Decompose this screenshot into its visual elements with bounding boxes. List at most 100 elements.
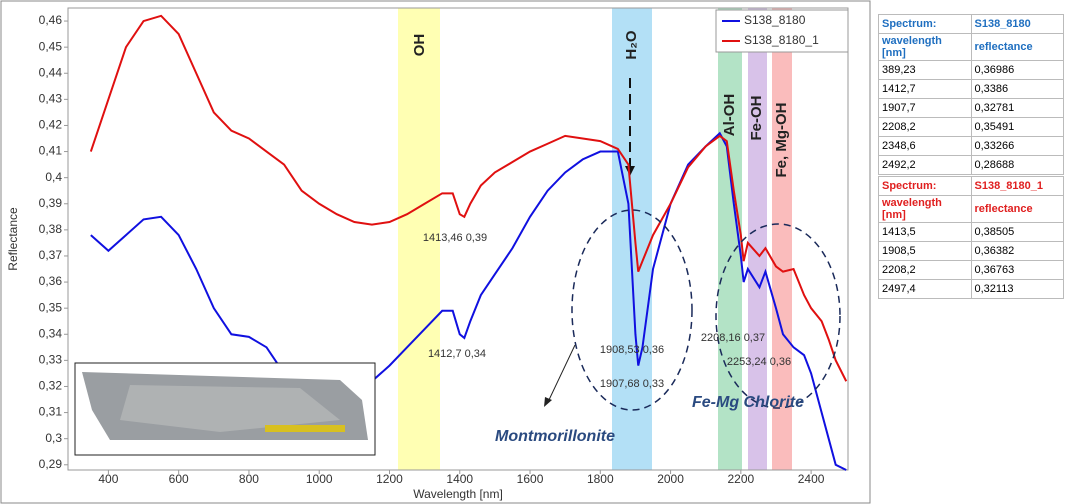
table-row: 2208,2 0,36763 bbox=[878, 260, 1064, 280]
rock-photo bbox=[120, 385, 340, 432]
table-cell: Spectrum: bbox=[878, 176, 972, 196]
table-cell: wavelength [nm] bbox=[878, 195, 972, 223]
table-row: 389,23 0,36986 bbox=[878, 60, 1064, 80]
x-tick-label: 1400 bbox=[446, 472, 473, 486]
y-tick-label: 0,39 bbox=[39, 196, 63, 210]
band-label: H₂O bbox=[623, 30, 640, 59]
y-tick-label: 0,43 bbox=[39, 92, 63, 106]
table-cell: 2497,4 bbox=[878, 279, 972, 299]
y-axis-title: Reflectance bbox=[6, 207, 20, 271]
table-cell: 0,3386 bbox=[970, 79, 1064, 99]
table-row: 1413,5 0,38505 bbox=[878, 222, 1064, 242]
table-row: 2348,6 0,33266 bbox=[878, 136, 1064, 156]
point-label: 1907,68 0,33 bbox=[600, 378, 664, 390]
band-label: OH bbox=[411, 34, 428, 57]
legend-label: S138_8180 bbox=[744, 13, 806, 27]
point-label: 1908,53 0,36 bbox=[600, 344, 664, 356]
table-cell: 0,33266 bbox=[970, 136, 1064, 156]
arrow-head bbox=[625, 166, 635, 176]
y-tick-label: 0,38 bbox=[39, 222, 63, 236]
table-row: wavelength [nm] reflectance bbox=[878, 33, 1064, 61]
table-cell: 0,28688 bbox=[970, 155, 1064, 175]
table-row: 1908,5 0,36382 bbox=[878, 241, 1064, 261]
x-tick-label: 2400 bbox=[798, 472, 825, 486]
table-cell: 0,35491 bbox=[970, 117, 1064, 137]
legend-box bbox=[715, 9, 849, 53]
y-tick-label: 0,29 bbox=[39, 457, 63, 471]
table-row: 1412,7 0,3386 bbox=[878, 79, 1064, 99]
table-cell: 0,38505 bbox=[970, 222, 1064, 242]
table-cell: 0,36986 bbox=[970, 60, 1064, 80]
point-label: 2208,16 0,37 bbox=[701, 332, 765, 344]
y-tick-label: 0,45 bbox=[39, 39, 63, 53]
y-tick-label: 0,3 bbox=[45, 431, 62, 445]
dashed-ellipse bbox=[571, 209, 693, 411]
table-cell: Spectrum: bbox=[878, 14, 972, 34]
y-tick-label: 0,4 bbox=[45, 170, 62, 184]
x-tick-label: 600 bbox=[169, 472, 189, 486]
pointer-head bbox=[544, 397, 552, 407]
chart: OH H₂O Al-OH Fe-OH Fe, Mg-OH 0,29 0,3 0,31… bbox=[0, 0, 871, 504]
axes: 0,29 0,3 0,31 0,32 0,33 0,34 0,35 0,36 0,37 0,38 0… bbox=[39, 7, 849, 486]
band-label: Al-OH bbox=[721, 94, 738, 137]
y-tick-label: 0,36 bbox=[39, 274, 63, 288]
table-cell: 0,32781 bbox=[970, 98, 1064, 118]
point-label: 1412,7 0,34 bbox=[428, 348, 486, 360]
table-row: 2492,2 0,28688 bbox=[878, 155, 1064, 175]
table-cell: 0,32113 bbox=[970, 279, 1064, 299]
band bbox=[612, 8, 652, 470]
table-cell: 389,23 bbox=[878, 60, 972, 80]
table-row: 2497,4 0,32113 bbox=[878, 279, 1064, 299]
legend-label: S138_8180_1 bbox=[744, 33, 819, 47]
lines bbox=[89, 14, 848, 471]
y-tick-label: 0,41 bbox=[39, 144, 63, 158]
point-label: 1413,46 0,39 bbox=[423, 232, 487, 244]
band-layer bbox=[398, 8, 792, 470]
table-cell: 0,36382 bbox=[970, 241, 1064, 261]
table-cell: 1907,7 bbox=[878, 98, 972, 118]
legend: S138_8180 S138_8180_1 bbox=[715, 9, 849, 53]
table: Spectrum: S138_8180 wavelength [nm] reflect… bbox=[878, 14, 1064, 175]
band-label: Fe, Mg-OH bbox=[773, 103, 790, 178]
y-tick-label: 0,44 bbox=[39, 65, 63, 79]
annotation: Fe-Mg Chlorite bbox=[692, 394, 804, 411]
table-cell: 2348,6 bbox=[878, 136, 972, 156]
band bbox=[772, 8, 792, 470]
y-tick-label: 0,46 bbox=[39, 13, 63, 27]
band-label: Fe-OH bbox=[748, 96, 765, 141]
y-tick-label: 0,37 bbox=[39, 248, 63, 262]
table-cell: wavelength [nm] bbox=[878, 33, 972, 61]
pointer bbox=[547, 344, 576, 403]
y-tick-label: 0,32 bbox=[39, 379, 63, 393]
table-row: 1907,7 0,32781 bbox=[878, 98, 1064, 118]
x-tick-label: 1600 bbox=[517, 472, 544, 486]
band bbox=[748, 8, 767, 470]
y-tick-label: 0,34 bbox=[39, 326, 63, 340]
annotation: Montmorillonite bbox=[495, 428, 615, 445]
table-cell: reflectance bbox=[970, 195, 1064, 223]
table-cell: reflectance bbox=[970, 33, 1064, 61]
dashed-ellipse bbox=[715, 223, 841, 409]
x-tick-label: 1800 bbox=[587, 472, 614, 486]
table-row: 2208,2 0,35491 bbox=[878, 117, 1064, 137]
x-tick-label: 1200 bbox=[376, 472, 403, 486]
y-tick-label: 0,42 bbox=[39, 118, 63, 132]
table-cell: 1413,5 bbox=[878, 222, 972, 242]
point-label: 2253,24 0,36 bbox=[727, 356, 791, 368]
table-cell: 2208,2 bbox=[878, 117, 972, 137]
x-axis-title: Wavelength [nm] bbox=[413, 487, 503, 501]
x-tick-label: 800 bbox=[239, 472, 259, 486]
table-row: Spectrum: S138_8180_1 bbox=[878, 176, 1064, 196]
x-tick-label: 2200 bbox=[727, 472, 754, 486]
band bbox=[398, 8, 440, 470]
table-row: wavelength [nm] reflectance bbox=[878, 195, 1064, 223]
x-tick-label: 2000 bbox=[657, 472, 684, 486]
series-line bbox=[90, 131, 847, 471]
plot-area bbox=[67, 7, 849, 471]
x-tick-label: 1000 bbox=[306, 472, 333, 486]
table-cell: S138_8180_1 bbox=[970, 176, 1064, 196]
y-tick-label: 0,31 bbox=[39, 405, 63, 419]
table-cell: 2492,2 bbox=[878, 155, 972, 175]
table-cell: 1908,5 bbox=[878, 241, 972, 261]
